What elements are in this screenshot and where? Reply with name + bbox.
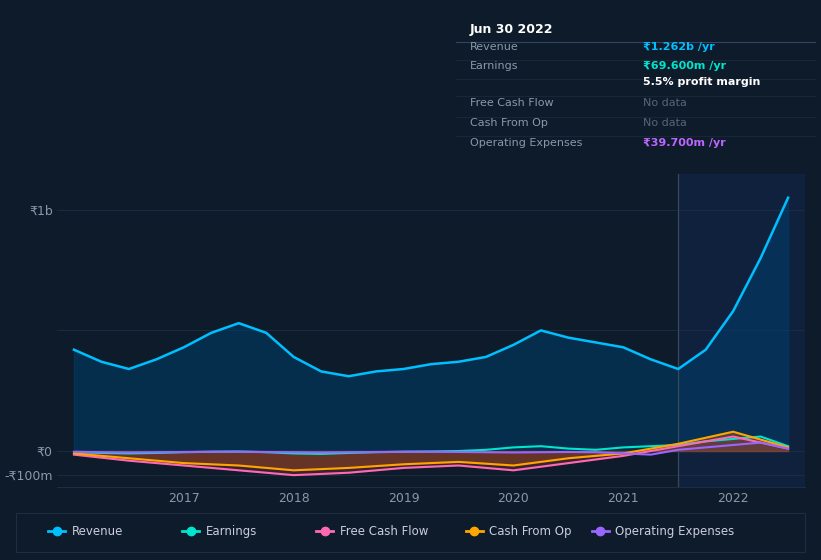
Text: No data: No data [643,98,686,108]
Text: Operating Expenses: Operating Expenses [470,138,582,148]
Text: Jun 30 2022: Jun 30 2022 [470,22,553,35]
Bar [678,174,805,487]
Text: Free Cash Flow: Free Cash Flow [470,98,553,108]
Text: No data: No data [643,118,686,128]
Text: Revenue: Revenue [470,42,519,52]
Text: Cash From Op: Cash From Op [470,118,548,128]
Text: ₹39.700m /yr: ₹39.700m /yr [643,138,726,148]
Text: Earnings: Earnings [205,525,257,538]
Text: Free Cash Flow: Free Cash Flow [340,525,428,538]
Text: Cash From Op: Cash From Op [489,525,571,538]
Text: ₹69.600m /yr: ₹69.600m /yr [643,61,726,71]
Text: ₹1.262b /yr: ₹1.262b /yr [643,42,714,52]
Text: Earnings: Earnings [470,61,519,71]
Text: Revenue: Revenue [71,525,123,538]
Text: Operating Expenses: Operating Expenses [616,525,735,538]
Text: 5.5% profit margin: 5.5% profit margin [643,77,760,87]
